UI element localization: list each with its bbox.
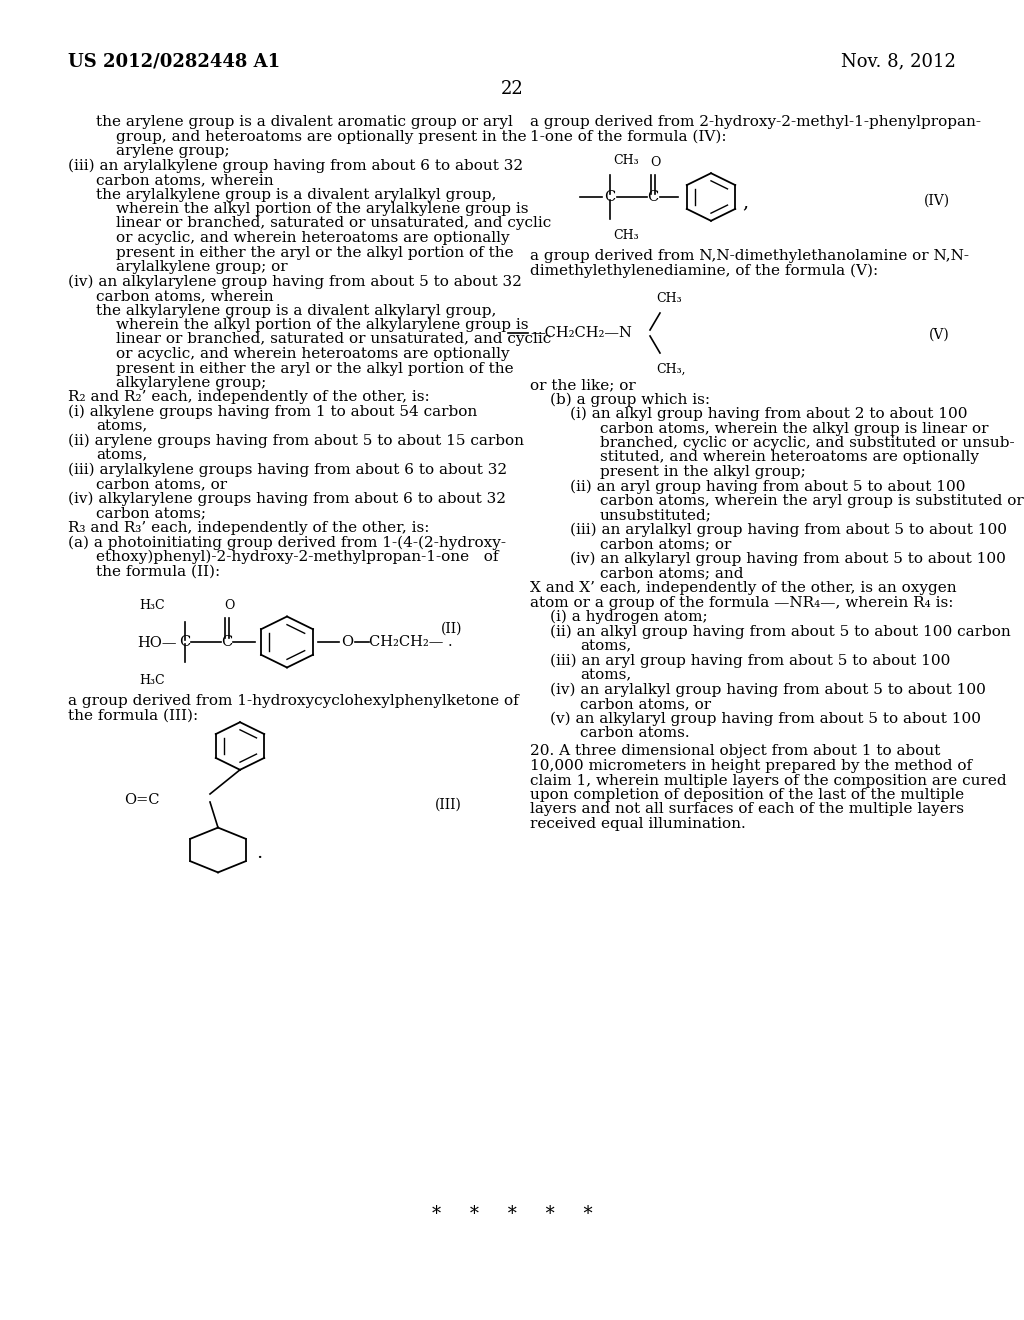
Text: a group derived from N,N-dimethylethanolamine or N,N-: a group derived from N,N-dimethylethanol… — [530, 249, 969, 263]
Text: linear or branched, saturated or unsaturated, and cyclic: linear or branched, saturated or unsatur… — [116, 333, 551, 346]
Text: O=C: O=C — [125, 793, 160, 807]
Text: (III): (III) — [435, 799, 462, 812]
Text: branched, cyclic or acyclic, and substituted or unsub-: branched, cyclic or acyclic, and substit… — [600, 436, 1015, 450]
Text: *     *     *     *     *: * * * * * — [432, 1205, 592, 1224]
Text: (i) alkylene groups having from 1 to about 54 carbon: (i) alkylene groups having from 1 to abo… — [68, 405, 477, 420]
Text: (a) a photoinitiating group derived from 1-(4-(2-hydroxy-: (a) a photoinitiating group derived from… — [68, 536, 506, 550]
Text: stituted, and wherein heteroatoms are optionally: stituted, and wherein heteroatoms are op… — [600, 450, 979, 465]
Text: or acyclic, and wherein heteroatoms are optionally: or acyclic, and wherein heteroatoms are … — [116, 231, 510, 246]
Text: O: O — [224, 599, 234, 612]
Text: HO—: HO— — [137, 636, 177, 649]
Text: X and X’ each, independently of the other, is an oxygen: X and X’ each, independently of the othe… — [530, 581, 956, 595]
Text: atoms,: atoms, — [580, 639, 631, 653]
Text: atoms,: atoms, — [96, 449, 147, 462]
Text: atom or a group of the formula —NR₄—, wherein R₄ is:: atom or a group of the formula —NR₄—, wh… — [530, 595, 953, 610]
Text: ,: , — [742, 193, 749, 211]
Text: (iii) an aryl group having from about 5 to about 100: (iii) an aryl group having from about 5 … — [550, 653, 950, 668]
Text: (iv) alkylarylene groups having from about 6 to about 32: (iv) alkylarylene groups having from abo… — [68, 492, 506, 507]
Text: present in either the aryl or the alkyl portion of the: present in either the aryl or the alkyl … — [116, 246, 514, 260]
Text: the formula (III):: the formula (III): — [68, 709, 199, 722]
Text: carbon atoms, or: carbon atoms, or — [96, 478, 227, 491]
Text: O: O — [650, 156, 660, 169]
Text: R₃ and R₃’ each, independently of the other, is:: R₃ and R₃’ each, independently of the ot… — [68, 521, 429, 535]
Text: ethoxy)phenyl)-2-hydroxy-2-methylpropan-1-one   of: ethoxy)phenyl)-2-hydroxy-2-methylpropan-… — [96, 550, 499, 565]
Text: the arylalkylene group is a divalent arylalkyl group,: the arylalkylene group is a divalent ary… — [96, 187, 497, 202]
Text: H₃C: H₃C — [139, 675, 165, 686]
Text: wherein the alkyl portion of the arylalkylene group is: wherein the alkyl portion of the arylalk… — [116, 202, 528, 216]
Text: linear or branched, saturated or unsaturated, and cyclic: linear or branched, saturated or unsatur… — [116, 216, 551, 231]
Text: CH₂CH₂— .: CH₂CH₂— . — [369, 635, 453, 649]
Text: carbon atoms, or: carbon atoms, or — [580, 697, 711, 711]
Text: the formula (II):: the formula (II): — [96, 565, 220, 578]
Text: 22: 22 — [501, 81, 523, 98]
Text: a group derived from 1-hydroxycyclohexylphenylketone of: a group derived from 1-hydroxycyclohexyl… — [68, 694, 519, 708]
Text: (b) a group which is:: (b) a group which is: — [550, 392, 710, 407]
Text: 1-one of the formula (IV):: 1-one of the formula (IV): — [530, 129, 727, 144]
Text: layers and not all surfaces of each of the multiple layers: layers and not all surfaces of each of t… — [530, 803, 964, 817]
Text: O: O — [341, 635, 353, 649]
Text: (iv) an arylalkyl group having from about 5 to about 100: (iv) an arylalkyl group having from abou… — [550, 682, 986, 697]
Text: a group derived from 2-hydroxy-2-methyl-1-phenylpropan-: a group derived from 2-hydroxy-2-methyl-… — [530, 115, 981, 129]
Text: the alkylarylene group is a divalent alkylaryl group,: the alkylarylene group is a divalent alk… — [96, 304, 497, 318]
Text: carbon atoms; or: carbon atoms; or — [600, 537, 731, 552]
Text: carbon atoms.: carbon atoms. — [580, 726, 689, 741]
Text: CH₃,: CH₃, — [656, 363, 685, 376]
Text: present in the alkyl group;: present in the alkyl group; — [600, 465, 806, 479]
Text: (IV): (IV) — [924, 194, 950, 209]
Text: arylalkylene group; or: arylalkylene group; or — [116, 260, 288, 275]
Text: atoms,: atoms, — [580, 668, 631, 682]
Text: 20. A three dimensional object from about 1 to about: 20. A three dimensional object from abou… — [530, 744, 940, 759]
Text: atoms,: atoms, — [96, 420, 147, 433]
Text: C: C — [647, 190, 658, 205]
Text: carbon atoms, wherein the alkyl group is linear or: carbon atoms, wherein the alkyl group is… — [600, 421, 988, 436]
Text: unsubstituted;: unsubstituted; — [600, 508, 712, 523]
Text: or acyclic, and wherein heteroatoms are optionally: or acyclic, and wherein heteroatoms are … — [116, 347, 510, 360]
Text: C: C — [221, 635, 232, 649]
Text: (iv) an alkylarylene group having from about 5 to about 32: (iv) an alkylarylene group having from a… — [68, 275, 522, 289]
Text: Nov. 8, 2012: Nov. 8, 2012 — [841, 51, 956, 70]
Text: 10,000 micrometers in height prepared by the method of: 10,000 micrometers in height prepared by… — [530, 759, 972, 774]
Text: US 2012/0282448 A1: US 2012/0282448 A1 — [68, 51, 281, 70]
Text: carbon atoms; and: carbon atoms; and — [600, 566, 743, 581]
Text: (iii) arylalkylene groups having from about 6 to about 32: (iii) arylalkylene groups having from ab… — [68, 463, 507, 478]
Text: .: . — [256, 843, 262, 862]
Text: or the like; or: or the like; or — [530, 378, 636, 392]
Text: the arylene group is a divalent aromatic group or aryl: the arylene group is a divalent aromatic… — [96, 115, 513, 129]
Text: claim 1, wherein multiple layers of the composition are cured: claim 1, wherein multiple layers of the … — [530, 774, 1007, 788]
Text: carbon atoms, wherein the aryl group is substituted or: carbon atoms, wherein the aryl group is … — [600, 494, 1024, 508]
Text: (ii) arylene groups having from about 5 to about 15 carbon: (ii) arylene groups having from about 5 … — [68, 434, 524, 449]
Text: C: C — [604, 190, 615, 205]
Text: (iv) an alkylaryl group having from about 5 to about 100: (iv) an alkylaryl group having from abou… — [570, 552, 1006, 566]
Text: R₂ and R₂’ each, independently of the other, is:: R₂ and R₂’ each, independently of the ot… — [68, 391, 430, 404]
Text: (iii) an arylalkylene group having from about 6 to about 32: (iii) an arylalkylene group having from … — [68, 158, 523, 173]
Text: CH₃: CH₃ — [613, 154, 639, 168]
Text: arylene group;: arylene group; — [116, 144, 229, 158]
Text: (ii) an alkyl group having from about 5 to about 100 carbon: (ii) an alkyl group having from about 5 … — [550, 624, 1011, 639]
Text: (V): (V) — [929, 327, 950, 342]
Text: (i) an alkyl group having from about 2 to about 100: (i) an alkyl group having from about 2 t… — [570, 407, 968, 421]
Text: received equal illumination.: received equal illumination. — [530, 817, 745, 832]
Text: carbon atoms;: carbon atoms; — [96, 507, 206, 520]
Text: —CH₂CH₂—N: —CH₂CH₂—N — [530, 326, 632, 341]
Text: alkylarylene group;: alkylarylene group; — [116, 376, 266, 389]
Text: CH₃: CH₃ — [613, 228, 639, 242]
Text: (v) an alkylaryl group having from about 5 to about 100: (v) an alkylaryl group having from about… — [550, 711, 981, 726]
Text: (iii) an arylalkyl group having from about 5 to about 100: (iii) an arylalkyl group having from abo… — [570, 523, 1007, 537]
Text: dimethylethylenediamine, of the formula (V):: dimethylethylenediamine, of the formula … — [530, 264, 879, 279]
Text: carbon atoms, wherein: carbon atoms, wherein — [96, 289, 273, 304]
Text: upon completion of deposition of the last of the multiple: upon completion of deposition of the las… — [530, 788, 965, 803]
Text: wherein the alkyl portion of the alkylarylene group is: wherein the alkyl portion of the alkylar… — [116, 318, 528, 333]
Text: present in either the aryl or the alkyl portion of the: present in either the aryl or the alkyl … — [116, 362, 514, 375]
Text: carbon atoms, wherein: carbon atoms, wherein — [96, 173, 273, 187]
Text: (i) a hydrogen atom;: (i) a hydrogen atom; — [550, 610, 708, 624]
Text: C: C — [179, 635, 190, 649]
Text: group, and heteroatoms are optionally present in the: group, and heteroatoms are optionally pr… — [116, 129, 526, 144]
Text: H₃C: H₃C — [139, 599, 165, 612]
Text: (II): (II) — [440, 622, 462, 636]
Text: (ii) an aryl group having from about 5 to about 100: (ii) an aryl group having from about 5 t… — [570, 479, 966, 494]
Text: CH₃: CH₃ — [656, 292, 682, 305]
